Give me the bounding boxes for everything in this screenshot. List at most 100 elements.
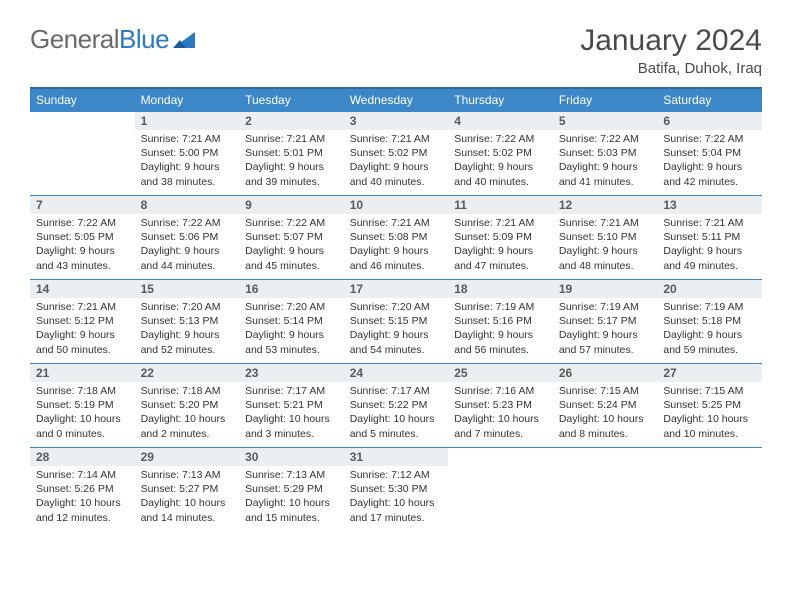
day-number: 22 [135,364,240,382]
weekday-header: Saturday [657,88,762,112]
calendar-day-cell: 28Sunrise: 7:14 AMSunset: 5:26 PMDayligh… [30,448,135,532]
day-number: 25 [448,364,553,382]
location-text: Batifa, Duhok, Iraq [580,60,762,77]
calendar-day-cell: 24Sunrise: 7:17 AMSunset: 5:22 PMDayligh… [344,364,449,448]
calendar-day-cell: 29Sunrise: 7:13 AMSunset: 5:27 PMDayligh… [135,448,240,532]
day-number: 12 [553,196,658,214]
weekday-header: Tuesday [239,88,344,112]
day-data: Sunrise: 7:19 AMSunset: 5:16 PMDaylight:… [448,298,553,361]
day-number: 6 [657,112,762,130]
header: GeneralBlue January 2024 Batifa, Duhok, … [30,24,762,77]
day-data: Sunrise: 7:20 AMSunset: 5:13 PMDaylight:… [135,298,240,361]
day-data: Sunrise: 7:21 AMSunset: 5:08 PMDaylight:… [344,214,449,277]
day-data: Sunrise: 7:16 AMSunset: 5:23 PMDaylight:… [448,382,553,445]
day-number: 15 [135,280,240,298]
calendar-day-cell: 27Sunrise: 7:15 AMSunset: 5:25 PMDayligh… [657,364,762,448]
calendar-day-cell: 25Sunrise: 7:16 AMSunset: 5:23 PMDayligh… [448,364,553,448]
day-number: 20 [657,280,762,298]
calendar-day-cell [553,448,658,532]
calendar-day-cell: 18Sunrise: 7:19 AMSunset: 5:16 PMDayligh… [448,280,553,364]
day-data: Sunrise: 7:20 AMSunset: 5:14 PMDaylight:… [239,298,344,361]
day-data: Sunrise: 7:12 AMSunset: 5:30 PMDaylight:… [344,466,449,529]
logo: GeneralBlue [30,24,199,55]
calendar-day-cell: 9Sunrise: 7:22 AMSunset: 5:07 PMDaylight… [239,196,344,280]
calendar-day-cell: 14Sunrise: 7:21 AMSunset: 5:12 PMDayligh… [30,280,135,364]
day-number: 23 [239,364,344,382]
calendar-day-cell: 8Sunrise: 7:22 AMSunset: 5:06 PMDaylight… [135,196,240,280]
day-data: Sunrise: 7:13 AMSunset: 5:27 PMDaylight:… [135,466,240,529]
day-number: 7 [30,196,135,214]
calendar-body: 1Sunrise: 7:21 AMSunset: 5:00 PMDaylight… [30,112,762,532]
calendar-week-row: 14Sunrise: 7:21 AMSunset: 5:12 PMDayligh… [30,280,762,364]
day-data: Sunrise: 7:21 AMSunset: 5:10 PMDaylight:… [553,214,658,277]
day-data: Sunrise: 7:15 AMSunset: 5:25 PMDaylight:… [657,382,762,445]
title-block: January 2024 Batifa, Duhok, Iraq [580,24,762,77]
day-number: 8 [135,196,240,214]
calendar-day-cell: 5Sunrise: 7:22 AMSunset: 5:03 PMDaylight… [553,112,658,196]
calendar-day-cell [448,448,553,532]
day-data: Sunrise: 7:21 AMSunset: 5:09 PMDaylight:… [448,214,553,277]
day-number: 13 [657,196,762,214]
calendar-day-cell: 26Sunrise: 7:15 AMSunset: 5:24 PMDayligh… [553,364,658,448]
calendar-table: SundayMondayTuesdayWednesdayThursdayFrid… [30,87,762,532]
day-number: 11 [448,196,553,214]
day-data: Sunrise: 7:22 AMSunset: 5:06 PMDaylight:… [135,214,240,277]
day-data: Sunrise: 7:21 AMSunset: 5:12 PMDaylight:… [30,298,135,361]
day-data: Sunrise: 7:13 AMSunset: 5:29 PMDaylight:… [239,466,344,529]
day-number: 10 [344,196,449,214]
logo-triangle-icon [173,30,199,50]
calendar-week-row: 21Sunrise: 7:18 AMSunset: 5:19 PMDayligh… [30,364,762,448]
day-data: Sunrise: 7:22 AMSunset: 5:03 PMDaylight:… [553,130,658,193]
calendar-day-cell: 4Sunrise: 7:22 AMSunset: 5:02 PMDaylight… [448,112,553,196]
calendar-day-cell: 19Sunrise: 7:19 AMSunset: 5:17 PMDayligh… [553,280,658,364]
calendar-day-cell: 21Sunrise: 7:18 AMSunset: 5:19 PMDayligh… [30,364,135,448]
day-data: Sunrise: 7:21 AMSunset: 5:11 PMDaylight:… [657,214,762,277]
weekday-header: Friday [553,88,658,112]
day-number: 27 [657,364,762,382]
weekday-header-row: SundayMondayTuesdayWednesdayThursdayFrid… [30,88,762,112]
day-data: Sunrise: 7:21 AMSunset: 5:02 PMDaylight:… [344,130,449,193]
day-number: 14 [30,280,135,298]
day-data: Sunrise: 7:14 AMSunset: 5:26 PMDaylight:… [30,466,135,529]
day-number: 3 [344,112,449,130]
calendar-day-cell: 15Sunrise: 7:20 AMSunset: 5:13 PMDayligh… [135,280,240,364]
day-number: 31 [344,448,449,466]
weekday-header: Thursday [448,88,553,112]
day-data: Sunrise: 7:22 AMSunset: 5:07 PMDaylight:… [239,214,344,277]
day-data: Sunrise: 7:22 AMSunset: 5:02 PMDaylight:… [448,130,553,193]
calendar-week-row: 1Sunrise: 7:21 AMSunset: 5:00 PMDaylight… [30,112,762,196]
day-number: 4 [448,112,553,130]
calendar-week-row: 28Sunrise: 7:14 AMSunset: 5:26 PMDayligh… [30,448,762,532]
calendar-day-cell: 23Sunrise: 7:17 AMSunset: 5:21 PMDayligh… [239,364,344,448]
calendar-day-cell: 22Sunrise: 7:18 AMSunset: 5:20 PMDayligh… [135,364,240,448]
day-data: Sunrise: 7:21 AMSunset: 5:00 PMDaylight:… [135,130,240,193]
day-number: 24 [344,364,449,382]
weekday-header: Sunday [30,88,135,112]
day-number: 29 [135,448,240,466]
calendar-day-cell: 1Sunrise: 7:21 AMSunset: 5:00 PMDaylight… [135,112,240,196]
calendar-day-cell: 17Sunrise: 7:20 AMSunset: 5:15 PMDayligh… [344,280,449,364]
calendar-day-cell: 30Sunrise: 7:13 AMSunset: 5:29 PMDayligh… [239,448,344,532]
day-number: 21 [30,364,135,382]
calendar-day-cell: 10Sunrise: 7:21 AMSunset: 5:08 PMDayligh… [344,196,449,280]
day-number: 17 [344,280,449,298]
day-data: Sunrise: 7:19 AMSunset: 5:18 PMDaylight:… [657,298,762,361]
day-number: 2 [239,112,344,130]
calendar-day-cell [657,448,762,532]
calendar-day-cell: 7Sunrise: 7:22 AMSunset: 5:05 PMDaylight… [30,196,135,280]
calendar-day-cell: 11Sunrise: 7:21 AMSunset: 5:09 PMDayligh… [448,196,553,280]
logo-text-blue: Blue [119,24,169,55]
calendar-day-cell: 20Sunrise: 7:19 AMSunset: 5:18 PMDayligh… [657,280,762,364]
day-data: Sunrise: 7:18 AMSunset: 5:19 PMDaylight:… [30,382,135,445]
day-data: Sunrise: 7:17 AMSunset: 5:21 PMDaylight:… [239,382,344,445]
day-data: Sunrise: 7:18 AMSunset: 5:20 PMDaylight:… [135,382,240,445]
day-number: 26 [553,364,658,382]
calendar-day-cell: 2Sunrise: 7:21 AMSunset: 5:01 PMDaylight… [239,112,344,196]
calendar-day-cell: 13Sunrise: 7:21 AMSunset: 5:11 PMDayligh… [657,196,762,280]
weekday-header: Monday [135,88,240,112]
calendar-day-cell: 3Sunrise: 7:21 AMSunset: 5:02 PMDaylight… [344,112,449,196]
day-number: 19 [553,280,658,298]
day-data: Sunrise: 7:22 AMSunset: 5:05 PMDaylight:… [30,214,135,277]
day-data: Sunrise: 7:15 AMSunset: 5:24 PMDaylight:… [553,382,658,445]
day-data: Sunrise: 7:22 AMSunset: 5:04 PMDaylight:… [657,130,762,193]
